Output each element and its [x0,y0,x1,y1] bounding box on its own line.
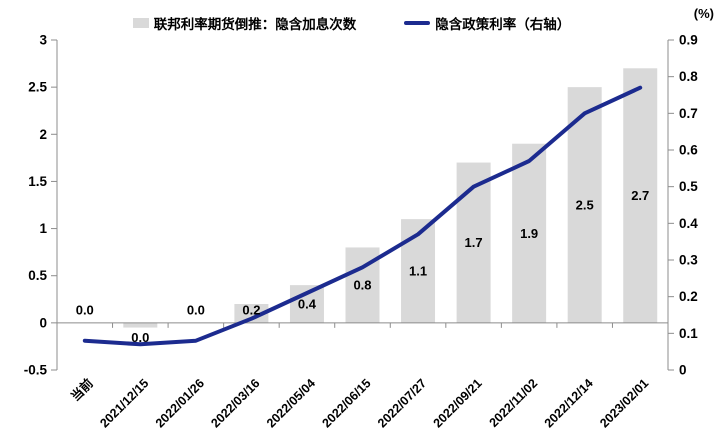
hike-bar [512,143,547,323]
x-category-label: 2022/03/16 [208,376,262,430]
x-category-label: 当前 [68,375,97,404]
x-category-label: 2022/05/04 [264,376,318,430]
x-category-label: 2022/07/27 [375,376,429,430]
hike-bar [234,304,269,323]
implied-policy-rate-line [82,85,643,347]
bar-data-label: 1.1 [409,264,427,279]
right-axis-tick-label: 0 [679,363,687,378]
right-axis-tick-label: 0.8 [679,69,698,84]
hike-bar [567,87,602,323]
bar-data-label: 0.0 [76,302,94,317]
bar-swatch-icon [132,18,149,28]
right-axis-tick-label: 0.6 [679,143,698,158]
right-axis-tick-label: 0.4 [679,216,698,231]
left-axis-tick-label: 0.5 [28,268,47,283]
bar-data-label: 0.0 [131,330,149,345]
bar-data-label: 2.5 [576,198,594,213]
bar-data-label: 2.7 [631,188,649,203]
bar-data-label: 0.4 [298,297,317,312]
x-category-label: 2022/01/26 [153,376,207,430]
left-axis-tick-label: 0 [39,315,47,330]
legend-item-policy-rate: 隐含政策利率（右轴） [404,13,570,33]
legend-label-implied-hikes: 联邦利率期货倒推：隐含加息次数 [153,17,357,32]
bar-data-label: 1.7 [465,235,483,250]
legend-item-implied-hikes: 联邦利率期货倒推：隐含加息次数 [132,13,357,33]
x-category-label: 2023/02/01 [597,376,651,430]
right-axis-tick-label: 0.9 [679,33,698,48]
bar-data-label: 0.8 [353,278,371,293]
left-axis-tick-label: 2 [39,127,47,142]
right-axis-tick-label: 0.5 [679,179,698,194]
right-axis-tick-label: 0.3 [679,253,698,268]
bar-data-label: 0.2 [242,302,260,317]
x-category-label: 2022/09/21 [431,376,485,430]
right-axis-tick-label: 0.7 [679,106,698,121]
left-axis-tick-label: 1.5 [28,174,47,189]
x-category-label: 2022/06/15 [319,376,373,430]
bar-data-label: 1.9 [520,226,538,241]
left-axis-tick-label: -0.5 [24,363,48,378]
x-category-label: 2022/12/14 [542,376,596,430]
right-axis-tick-label: 0.2 [679,289,698,304]
bar-data-label: 0.0 [187,302,205,317]
right-axis-tick-label: 0.1 [679,326,698,341]
hike-bar [123,322,158,328]
hike-bar [623,68,658,323]
right-axis-unit-label: (%) [693,6,714,21]
x-category-label: 2021/12/15 [97,376,151,430]
left-axis-tick-label: 1 [39,221,47,236]
x-category-label: 2022/11/02 [487,376,541,430]
legend-label-policy-rate: 隐含政策利率（右轴） [435,17,571,32]
left-axis-tick-label: 2.5 [28,80,47,95]
left-axis-tick-label: 3 [39,33,47,48]
chart-legend: 联邦利率期货倒推：隐含加息次数 隐含政策利率（右轴） [40,13,663,33]
line-swatch-icon [404,21,431,25]
